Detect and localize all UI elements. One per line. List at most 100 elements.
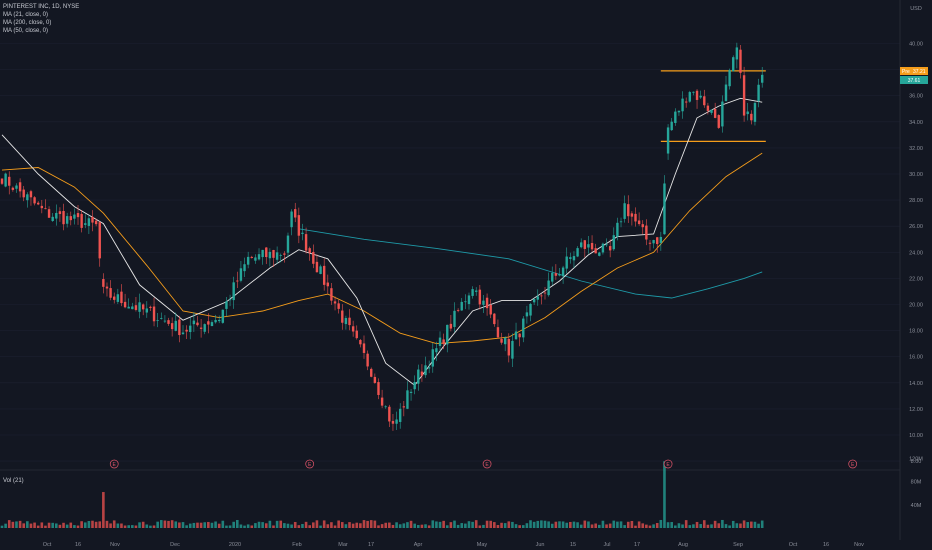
volume-bar <box>587 521 590 528</box>
candle-body <box>359 340 362 345</box>
volume-bar <box>275 520 279 528</box>
volume-bar <box>123 525 127 528</box>
candle-body <box>15 185 18 189</box>
candle <box>467 292 471 310</box>
candle-body <box>290 211 293 228</box>
volume-bar <box>742 520 746 528</box>
candle <box>18 178 22 198</box>
candle-body <box>330 288 333 301</box>
candle <box>301 223 304 241</box>
volume-bar <box>297 525 301 528</box>
symbol-title[interactable]: PINTEREST INC, 1D, NYSE <box>3 4 80 10</box>
volume-bar <box>449 522 453 528</box>
candle <box>641 220 644 235</box>
volume-bar <box>684 520 688 528</box>
volume-bar <box>55 523 58 528</box>
volume-bar <box>40 522 44 528</box>
candle-body <box>496 327 500 338</box>
candle <box>203 323 206 335</box>
candle-body <box>199 327 203 329</box>
candle <box>69 211 72 226</box>
candle <box>478 285 482 310</box>
volume-bar <box>112 520 116 528</box>
price-tick: 14.00 <box>909 381 923 387</box>
volume-bar <box>598 524 601 528</box>
volume-bar <box>608 523 612 528</box>
candle-body <box>366 353 369 367</box>
earnings-marker[interactable]: E <box>663 459 673 469</box>
volume-bar <box>467 521 471 528</box>
candle <box>735 42 739 69</box>
volume-bar <box>243 525 246 528</box>
volume-bar <box>525 523 529 528</box>
earnings-marker[interactable]: E <box>848 459 858 469</box>
candle <box>362 335 366 359</box>
candle-body <box>478 289 482 305</box>
earnings-marker[interactable]: E <box>482 459 492 469</box>
candle-body <box>634 213 637 222</box>
candle <box>272 249 275 267</box>
ma50-legend[interactable]: MA (50, close, 0) <box>3 28 49 34</box>
candle-body <box>569 257 572 259</box>
candle-body <box>156 320 159 321</box>
candle-body <box>315 261 319 273</box>
horizontal-levels <box>660 70 766 142</box>
candle-body <box>554 273 558 276</box>
time-label: Apr <box>414 542 423 548</box>
volume-bar <box>485 520 489 528</box>
price-tick: 18.00 <box>909 329 923 335</box>
volume-bar <box>261 522 264 528</box>
volume-bar <box>377 525 380 528</box>
volume-bar <box>717 523 721 528</box>
candle-body <box>210 322 214 327</box>
candle <box>699 90 702 99</box>
candle-body <box>0 178 4 184</box>
volume-bar <box>641 523 645 528</box>
earnings-marker[interactable]: E <box>305 459 315 469</box>
candle-body <box>246 256 250 265</box>
candle <box>475 287 478 296</box>
volume-bar <box>518 525 521 528</box>
price-tick: 40.00 <box>909 42 923 48</box>
candle <box>185 325 188 340</box>
volume-bar <box>170 520 174 528</box>
candle-body <box>308 248 311 253</box>
volume-bar <box>478 525 482 528</box>
ma200-legend[interactable]: MA (200, close, 0) <box>3 20 52 26</box>
candle-body <box>529 303 532 316</box>
candle-body <box>98 222 101 259</box>
candle <box>482 294 485 314</box>
earnings-marker[interactable]: E <box>109 459 119 469</box>
volume-bar <box>692 524 695 528</box>
candle-body <box>438 337 442 346</box>
candle-body <box>742 75 746 116</box>
candle-body <box>279 255 282 256</box>
candle <box>598 251 601 257</box>
volume-bar <box>380 524 384 528</box>
ma21-legend[interactable]: MA (21, close, 0) <box>3 12 49 18</box>
volume-bar <box>11 521 15 528</box>
candle-body <box>304 234 308 251</box>
candle-body <box>272 249 275 258</box>
candle <box>160 312 163 320</box>
volume-bar <box>547 521 550 528</box>
volume-bar <box>7 520 11 528</box>
volume-bar <box>373 520 377 528</box>
volume-bar <box>330 522 333 528</box>
candle-body <box>409 391 413 393</box>
candle-body <box>116 294 120 302</box>
volume-legend[interactable]: Vol (21) <box>3 478 24 484</box>
candle-body <box>268 251 272 259</box>
candle-body <box>80 213 83 228</box>
candles <box>0 42 764 431</box>
candle-body <box>485 297 489 309</box>
volume-bar <box>167 520 170 528</box>
volume-bar <box>445 525 449 528</box>
volume-bar <box>739 523 742 528</box>
candle-body <box>170 323 174 330</box>
candle <box>304 227 308 254</box>
candle <box>522 316 525 343</box>
earnings-icon <box>663 459 673 469</box>
